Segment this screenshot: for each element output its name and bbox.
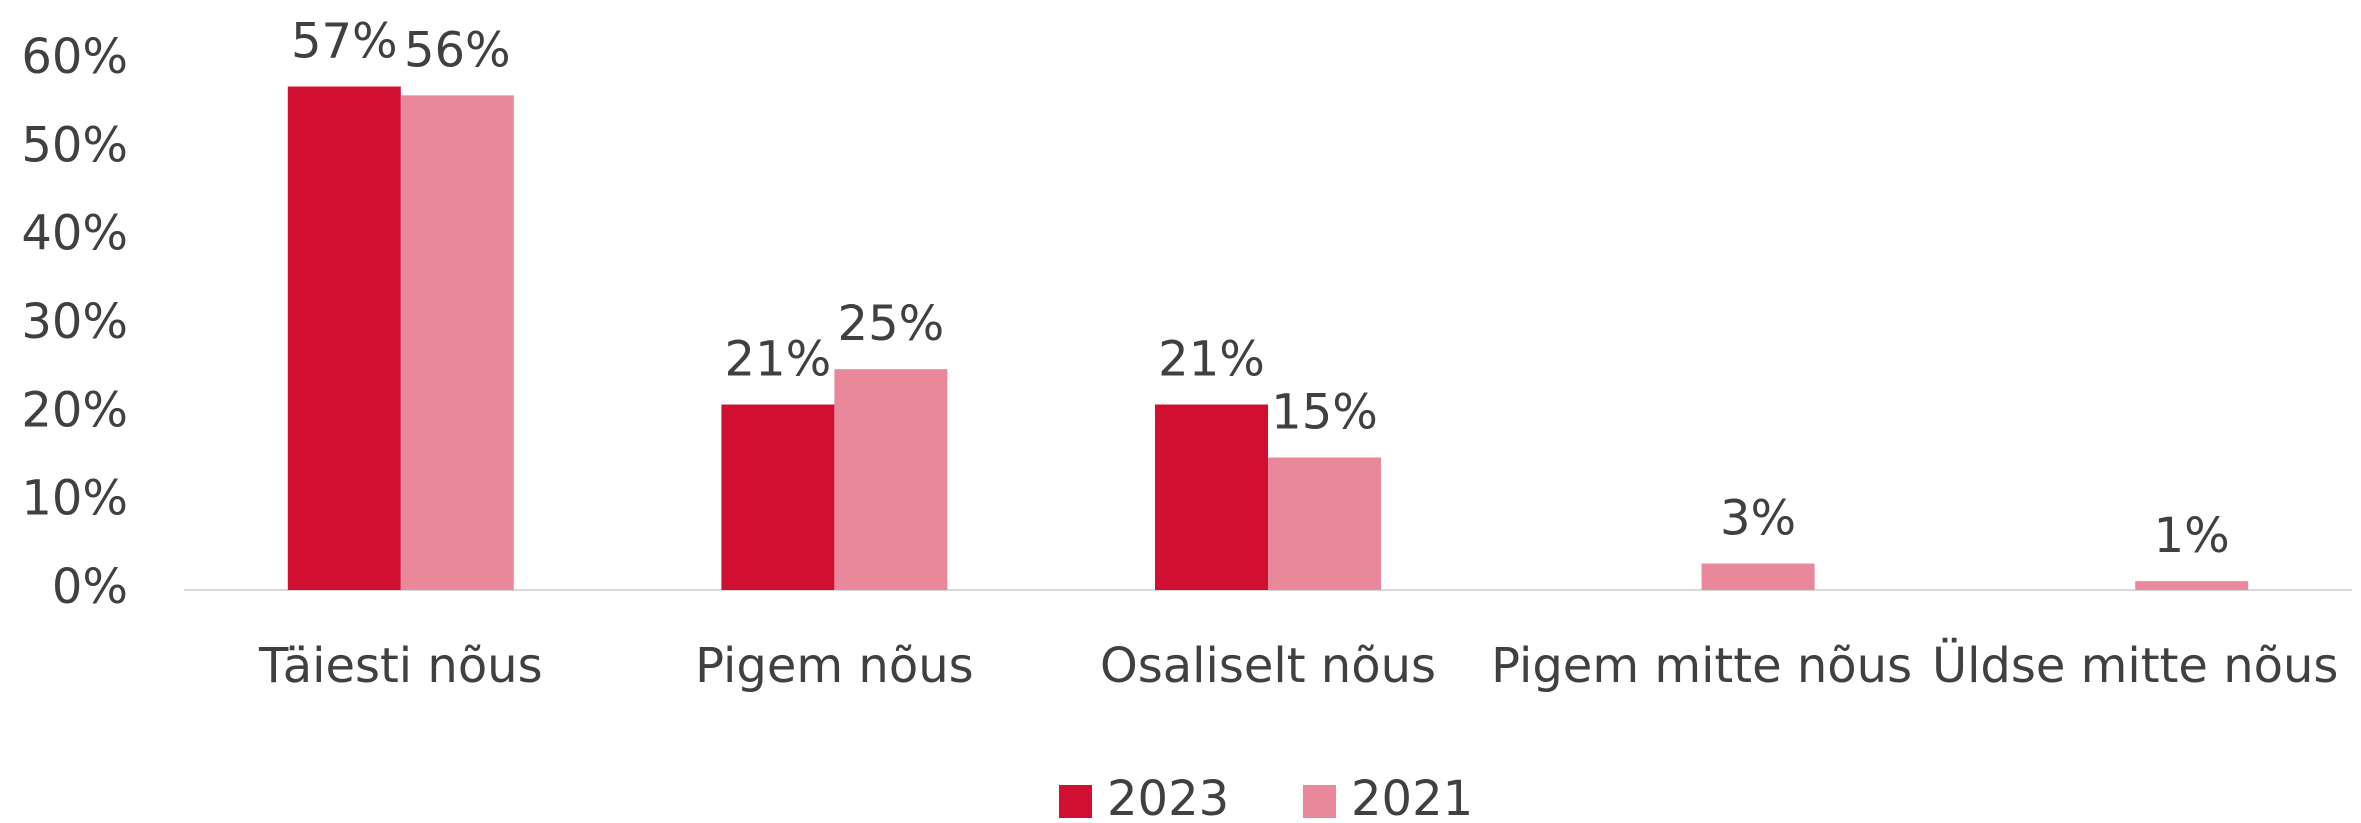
legend-swatch <box>1059 785 1092 818</box>
y-tick-label: 60% <box>21 29 128 85</box>
y-tick-label: 0% <box>52 559 128 615</box>
x-tick-label: Osaliselt nõus <box>1099 638 1436 694</box>
y-tick-label: 40% <box>21 206 128 262</box>
bar <box>400 95 514 590</box>
data-label: 1% <box>2154 508 2230 564</box>
legend-label: 2021 <box>1351 771 1473 823</box>
y-tick-label: 20% <box>21 382 128 438</box>
data-label: 57% <box>291 14 398 70</box>
data-label: 21% <box>725 332 832 388</box>
bar <box>287 86 401 590</box>
bar <box>2135 581 2249 590</box>
x-tick-label: Pigem mitte nõus <box>1491 638 1913 694</box>
y-tick-label: 10% <box>21 471 128 527</box>
legend-label: 2023 <box>1107 771 1229 823</box>
x-tick-label: Täiesti nõus <box>258 638 543 694</box>
data-label: 21% <box>1158 332 1265 388</box>
bar <box>1268 457 1381 590</box>
bar <box>834 369 948 590</box>
data-label: 3% <box>1720 491 1796 547</box>
x-tick-label: Üldse mitte nõus <box>1931 638 2339 694</box>
y-tick-label: 30% <box>21 294 128 350</box>
data-label: 25% <box>838 296 945 352</box>
bar <box>721 404 835 590</box>
data-label: 56% <box>404 22 511 78</box>
legend-swatch <box>1303 785 1336 818</box>
bar <box>1701 563 1815 590</box>
y-tick-label: 50% <box>21 117 128 173</box>
bar <box>1155 404 1268 590</box>
x-tick-label: Pigem nõus <box>695 638 974 694</box>
data-label: 15% <box>1271 385 1378 441</box>
